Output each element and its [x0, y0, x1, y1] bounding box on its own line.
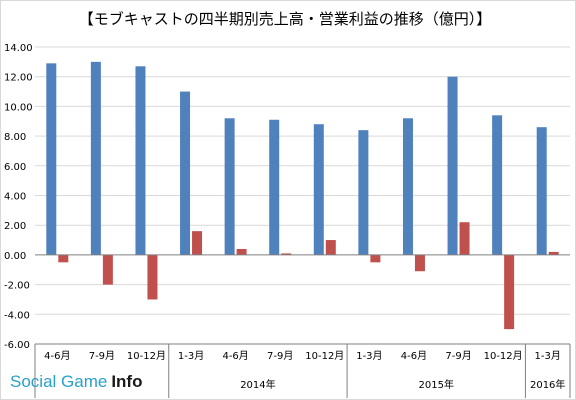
bar-series-1 — [313, 124, 324, 255]
bar-series-2 — [325, 240, 336, 255]
x-tick-label: 10-12月 — [127, 350, 166, 362]
bar-series-1 — [90, 61, 101, 255]
bar-series-1 — [492, 115, 503, 255]
watermark-text: Social Game — [10, 372, 108, 391]
bar-series-2 — [147, 254, 158, 300]
x-tick-label: 4-6月 — [222, 350, 248, 362]
bar-series-2 — [504, 254, 515, 330]
bar-series-1 — [46, 63, 57, 255]
y-tick-label: 12.00 — [4, 73, 33, 84]
x-tick-label: 7-9月 — [445, 350, 471, 362]
bar-series-1 — [269, 119, 280, 255]
bars — [46, 61, 559, 330]
y-tick-label: 4.00 — [4, 192, 26, 203]
bar-series-2 — [414, 254, 425, 272]
y-tick-label: 8.00 — [4, 132, 26, 143]
x-tick-label: 7-9月 — [89, 350, 115, 362]
x-tick-label: 4-6月 — [401, 350, 427, 362]
y-tick-label: -4.00 — [4, 310, 30, 321]
x-tick-label: 10-12月 — [484, 350, 523, 362]
bar-series-1 — [224, 118, 235, 255]
y-tick-label: 2.00 — [4, 221, 26, 232]
bar-series-1 — [536, 127, 547, 255]
x-axis: 4-6月 7-9月 10-12月 1-3月 4-6月 7-9月 10-12月 1-3月 4-6月… — [34, 254, 571, 398]
y-tick-label: 10.00 — [4, 102, 33, 113]
bar-series-2 — [370, 254, 381, 263]
y-tick-label: -6.00 — [4, 340, 30, 351]
bar-series-1 — [358, 130, 369, 255]
y-tick-label: 6.00 — [4, 162, 26, 173]
bar-series-2 — [459, 222, 470, 255]
bar-series-2 — [58, 254, 69, 263]
x-tick-label: 7-9月 — [267, 350, 293, 362]
x-tick-label: 1-3月 — [356, 350, 382, 362]
year-group-label: 2014年 — [240, 378, 275, 391]
bar-series-2 — [192, 231, 203, 255]
year-group-label: 2015年 — [419, 378, 454, 391]
bar-series-2 — [281, 253, 292, 255]
chart-title: 【モブキャストの四半期別売上高・営業利益の推移（億円）】 — [79, 10, 492, 28]
y-tick-label: 14.00 — [4, 43, 33, 54]
y-tick-label: 0.00 — [4, 251, 26, 262]
watermark-logo: Social Game Info — [10, 370, 142, 394]
bar-series-2 — [102, 254, 113, 285]
year-group-label: 2016年 — [530, 378, 565, 391]
x-tick-label: 1-3月 — [535, 350, 561, 362]
bar-series-1 — [135, 66, 146, 255]
bar-series-1 — [180, 91, 191, 255]
x-tick-label: 10-12月 — [305, 350, 344, 362]
bar-series-2 — [548, 251, 559, 255]
y-tick-label: -2.00 — [4, 281, 30, 292]
x-tick-label: 4-6月 — [44, 350, 70, 362]
y-axis-ticks: 14.00 12.00 10.00 8.00 6.00 4.00 2.00 0.00 -2.00… — [4, 43, 33, 351]
x-tick-label: 1-3月 — [178, 350, 204, 362]
watermark-text-bold: Info — [111, 372, 143, 391]
bar-series-1 — [402, 118, 413, 255]
bar-series-2 — [236, 248, 247, 255]
bar-series-1 — [447, 76, 458, 255]
gridlines — [35, 46, 570, 345]
